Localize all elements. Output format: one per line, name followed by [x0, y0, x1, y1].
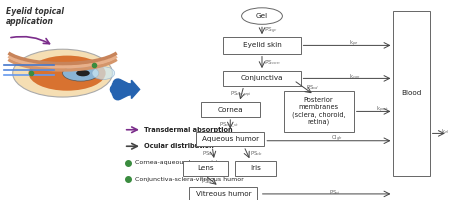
FancyBboxPatch shape	[196, 132, 264, 146]
Text: Cl$_{gh}$: Cl$_{gh}$	[330, 134, 342, 144]
FancyBboxPatch shape	[223, 37, 300, 54]
Text: PS$_{cor\_st}$: PS$_{cor\_st}$	[218, 120, 238, 129]
Text: PS$_{vd}$: PS$_{vd}$	[305, 83, 318, 92]
Text: Eyelid topical
application: Eyelid topical application	[6, 7, 64, 26]
Text: k$_{pe}$: k$_{pe}$	[349, 38, 358, 49]
Text: PS$_{con}$: PS$_{con}$	[264, 58, 280, 67]
Text: PS$_{gc}$: PS$_{gc}$	[264, 26, 278, 36]
Text: Lens: Lens	[197, 165, 213, 171]
Text: PS$_{cor\_epi}$: PS$_{cor\_epi}$	[230, 89, 252, 99]
Text: Cornea-aqueous humor-iris: Cornea-aqueous humor-iris	[135, 160, 220, 165]
FancyBboxPatch shape	[283, 91, 353, 132]
Text: Posterior
membranes
(sclera, choroid,
retina): Posterior membranes (sclera, choroid, re…	[291, 97, 345, 125]
Text: k$_{con}$: k$_{con}$	[349, 72, 360, 81]
FancyBboxPatch shape	[182, 161, 228, 176]
Text: Transdermal absorption: Transdermal absorption	[144, 127, 232, 133]
Ellipse shape	[62, 65, 99, 81]
FancyArrow shape	[112, 80, 139, 99]
FancyBboxPatch shape	[189, 187, 257, 200]
FancyBboxPatch shape	[234, 161, 275, 176]
Text: Cornea: Cornea	[217, 107, 243, 113]
Ellipse shape	[92, 67, 115, 80]
Text: Ocular distribution: Ocular distribution	[144, 143, 213, 149]
Text: k$_{post}$: k$_{post}$	[375, 104, 388, 115]
Text: Vitreous humor: Vitreous humor	[195, 191, 251, 197]
Ellipse shape	[76, 70, 90, 76]
Ellipse shape	[13, 49, 112, 97]
Text: k$_{el}$: k$_{el}$	[440, 127, 449, 136]
Text: Conjunctiva: Conjunctiva	[240, 75, 283, 81]
Text: Blood: Blood	[400, 90, 421, 96]
Ellipse shape	[29, 56, 106, 91]
Text: Conjunctiva-sclera-vitreous humor: Conjunctiva-sclera-vitreous humor	[135, 177, 243, 182]
FancyBboxPatch shape	[200, 102, 259, 117]
Ellipse shape	[241, 8, 282, 24]
FancyBboxPatch shape	[393, 11, 429, 176]
Text: Aqueous humor: Aqueous humor	[201, 136, 258, 142]
Text: Gel: Gel	[255, 13, 268, 19]
Text: Iris: Iris	[249, 165, 260, 171]
FancyBboxPatch shape	[223, 71, 300, 86]
Text: Eyelid skin: Eyelid skin	[242, 42, 281, 48]
Text: PS$_{vi}$: PS$_{vi}$	[200, 177, 212, 186]
Text: PS$_{cb}$: PS$_{cb}$	[249, 149, 262, 158]
Text: PS$_{vi}$: PS$_{vi}$	[328, 188, 340, 197]
Text: PS$_{le}$: PS$_{le}$	[202, 149, 213, 158]
